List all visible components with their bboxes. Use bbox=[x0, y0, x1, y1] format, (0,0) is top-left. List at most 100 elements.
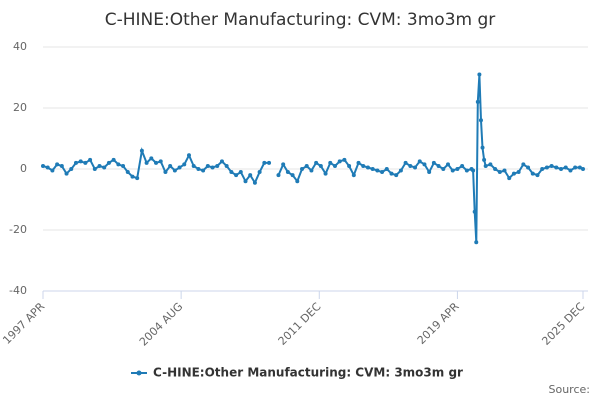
point bbox=[568, 168, 573, 173]
point bbox=[257, 170, 262, 175]
point bbox=[482, 157, 487, 162]
point bbox=[375, 168, 380, 173]
point bbox=[205, 163, 210, 168]
point bbox=[130, 174, 135, 179]
point bbox=[149, 156, 154, 161]
point bbox=[73, 160, 78, 165]
point bbox=[332, 163, 337, 168]
point bbox=[125, 170, 130, 175]
point bbox=[342, 157, 347, 162]
point bbox=[502, 168, 507, 173]
point bbox=[493, 167, 498, 171]
point bbox=[554, 165, 559, 170]
point bbox=[516, 170, 521, 175]
legend-label: C-HINE:Other Manufacturing: CVM: 3mo3m g… bbox=[153, 366, 463, 380]
point bbox=[139, 148, 144, 153]
point bbox=[163, 170, 168, 175]
point bbox=[252, 180, 257, 185]
point bbox=[314, 160, 319, 165]
point bbox=[544, 165, 549, 170]
point bbox=[384, 167, 389, 171]
point bbox=[478, 118, 483, 123]
point bbox=[172, 168, 177, 173]
point bbox=[526, 165, 531, 170]
point bbox=[398, 168, 403, 173]
point bbox=[102, 165, 107, 170]
point bbox=[262, 160, 267, 165]
point bbox=[210, 165, 215, 170]
point bbox=[64, 171, 69, 176]
point bbox=[97, 163, 102, 168]
point bbox=[464, 168, 469, 173]
point bbox=[243, 179, 248, 184]
point bbox=[276, 173, 281, 178]
point bbox=[471, 168, 476, 173]
point bbox=[497, 170, 502, 175]
y-tick-label: -40 bbox=[9, 284, 27, 297]
point bbox=[201, 168, 206, 173]
point bbox=[88, 157, 93, 162]
point bbox=[83, 160, 88, 165]
point bbox=[229, 170, 234, 175]
point bbox=[480, 145, 485, 150]
point bbox=[436, 163, 441, 168]
point bbox=[521, 162, 526, 167]
point bbox=[285, 170, 290, 175]
y-tick-label: 20 bbox=[13, 101, 27, 114]
point bbox=[477, 72, 482, 77]
point bbox=[427, 170, 432, 175]
point bbox=[474, 240, 479, 245]
point bbox=[337, 159, 342, 164]
point bbox=[281, 162, 286, 167]
point bbox=[365, 165, 370, 170]
point bbox=[168, 163, 173, 168]
point bbox=[309, 168, 314, 173]
point bbox=[111, 157, 116, 162]
y-tick-label: 0 bbox=[20, 162, 27, 175]
point bbox=[559, 167, 564, 171]
point bbox=[121, 163, 126, 168]
point bbox=[328, 160, 333, 165]
point bbox=[234, 173, 239, 178]
point bbox=[361, 163, 366, 168]
point bbox=[431, 160, 436, 165]
point bbox=[483, 163, 488, 168]
point bbox=[248, 173, 253, 178]
point bbox=[59, 163, 64, 168]
point bbox=[403, 160, 408, 165]
point bbox=[511, 171, 516, 176]
legend-marker bbox=[136, 370, 142, 376]
point bbox=[380, 170, 385, 175]
point bbox=[417, 159, 422, 164]
x-tick-label: 2025 DEC bbox=[539, 300, 587, 348]
y-tick-label: 40 bbox=[13, 40, 27, 53]
x-tick-label: 2011 DEC bbox=[276, 300, 324, 348]
point bbox=[370, 167, 375, 171]
point bbox=[535, 173, 540, 178]
point bbox=[45, 165, 50, 170]
point bbox=[78, 159, 83, 164]
point bbox=[196, 167, 201, 171]
point bbox=[488, 162, 493, 167]
point bbox=[413, 165, 418, 170]
point bbox=[69, 167, 74, 171]
point bbox=[219, 159, 224, 164]
point bbox=[154, 160, 159, 165]
point bbox=[323, 171, 328, 176]
point bbox=[460, 163, 465, 168]
point bbox=[55, 162, 60, 167]
point bbox=[295, 179, 300, 184]
point bbox=[422, 162, 427, 167]
point bbox=[450, 168, 455, 173]
point bbox=[347, 163, 352, 168]
point bbox=[577, 165, 582, 170]
point bbox=[41, 163, 45, 168]
point bbox=[318, 163, 323, 168]
point bbox=[50, 168, 55, 173]
point bbox=[135, 176, 140, 181]
point bbox=[455, 167, 460, 171]
point bbox=[238, 170, 243, 175]
point bbox=[186, 153, 191, 158]
y-tick-label: -20 bbox=[9, 223, 27, 236]
point bbox=[144, 160, 149, 165]
